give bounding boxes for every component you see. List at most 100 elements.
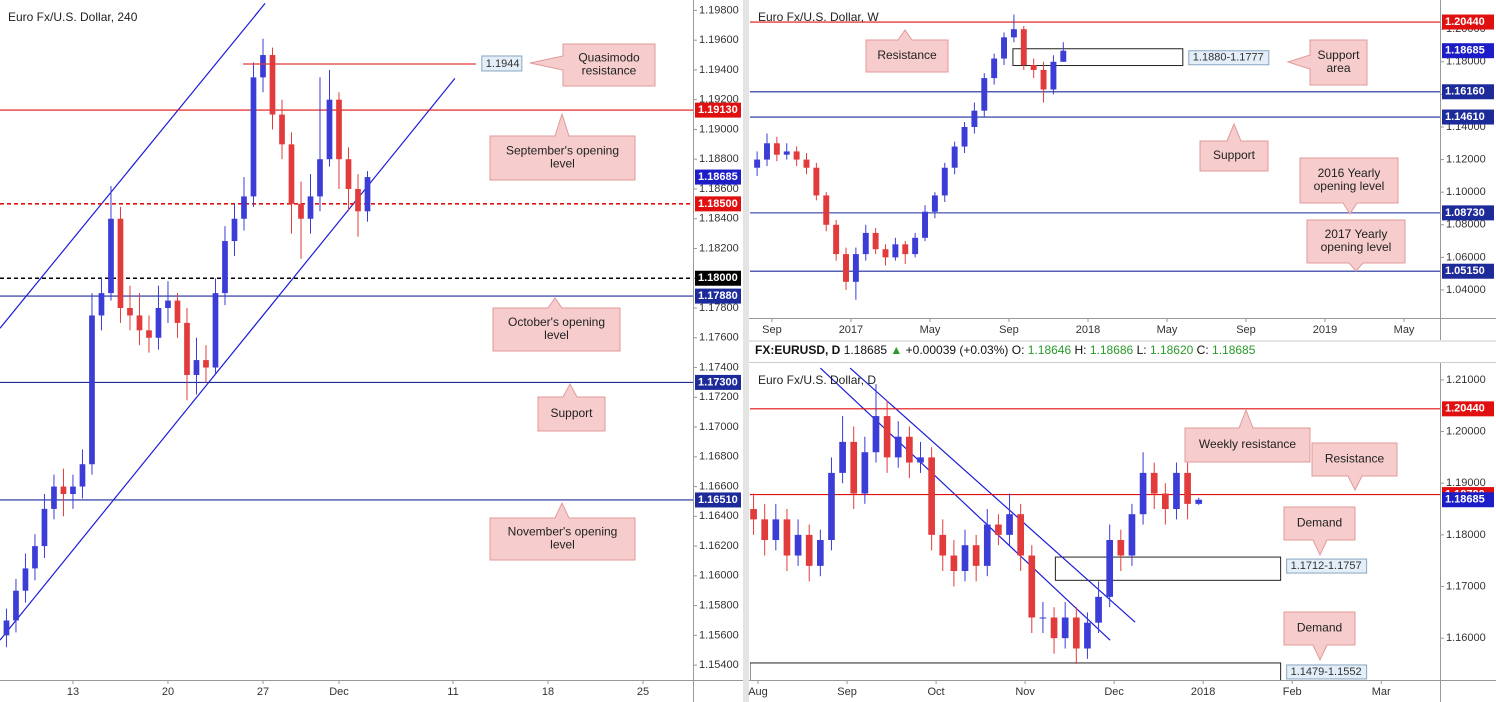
y-tick-label: 1.19000 (699, 123, 739, 135)
candle-body (894, 436, 902, 458)
candle-body (794, 534, 802, 556)
y-tick-label: 1.15800 (699, 600, 739, 612)
callout-text: level (544, 328, 569, 342)
price-label: 1.18685 (698, 171, 738, 183)
trendline (0, 78, 456, 641)
x-tick-label: Nov (1015, 686, 1035, 698)
x-tick-label: Sep (999, 324, 1019, 336)
candle-body (1001, 37, 1007, 59)
callout-text: Support (550, 406, 593, 420)
candle-body (174, 300, 181, 323)
candle-body (51, 486, 57, 509)
x-tick-label: Mar (1372, 686, 1391, 698)
y-tick-label: 1.16800 (699, 451, 739, 463)
candle-body (783, 519, 791, 556)
callout (1184, 408, 1311, 463)
candle-body (250, 77, 257, 197)
y-tick-label: 1.20000 (1446, 425, 1486, 437)
price-label-box (1442, 43, 1494, 59)
price-label-box (1442, 492, 1494, 508)
candle-body (307, 196, 314, 219)
candle-body (816, 540, 824, 566)
candle-body (98, 293, 105, 316)
candle-body (1010, 29, 1017, 38)
price-label: 1.18000 (698, 272, 738, 284)
y-tick-label: 1.17800 (699, 302, 739, 314)
candle-body (32, 546, 38, 569)
y-tick-label: 1.16400 (699, 510, 739, 522)
price-label-box (695, 288, 741, 304)
candle-body (288, 144, 295, 204)
y-tick-label: 1.14000 (1446, 121, 1486, 133)
candle-body (941, 167, 948, 196)
price-label: 1.16510 (698, 494, 738, 506)
x-tick-label: 2018 (1076, 324, 1100, 336)
price-label: 1.16160 (1445, 86, 1485, 98)
price-label-box (695, 169, 741, 185)
candle-body (764, 143, 770, 160)
chart-title: Euro Fx/U.S. Dollar, W (758, 10, 879, 24)
candle-body (971, 110, 978, 127)
x-tick-label: 18 (542, 686, 554, 698)
callout (489, 501, 636, 561)
zone (1054, 556, 1282, 581)
candle-body (70, 486, 76, 495)
change: +0.00039 (+0.03%) (906, 343, 1009, 357)
y-tick-label: 1.10000 (1446, 186, 1486, 198)
candle-body (850, 441, 858, 494)
candle-body (1050, 61, 1057, 90)
price-label: 1.14610 (1445, 111, 1485, 123)
chart-title: Euro Fx/U.S. Dollar, D (758, 373, 876, 387)
callout (537, 382, 606, 432)
y-tick-label: 1.12000 (1446, 153, 1486, 165)
y-tick-label: 1.17000 (1446, 580, 1486, 592)
callout-text: October's opening (508, 315, 605, 329)
y-tick-label: 1.18000 (1446, 56, 1486, 68)
candle-body (1020, 29, 1027, 66)
y-tick-label: 1.19200 (699, 94, 739, 106)
price-label: 1.08730 (1445, 207, 1485, 219)
ohlc-value: 1.18646 (1028, 343, 1072, 357)
price-label-box (695, 374, 741, 390)
price: 1.18685 (844, 343, 888, 357)
price-label-box (1442, 84, 1494, 100)
candle-body (843, 254, 849, 282)
price-label-box (1442, 263, 1494, 279)
candle-body (991, 58, 998, 79)
candle-body (260, 55, 266, 78)
candle-body (1006, 514, 1013, 535)
callout-text: area (1326, 61, 1350, 75)
plot-area (750, 14, 1440, 300)
y-tick-label: 1.16000 (1446, 632, 1486, 644)
candle-body (983, 524, 991, 566)
candle-body (1061, 617, 1069, 639)
x-tick-label: May (920, 324, 941, 336)
callout-text: level (550, 538, 575, 552)
callout-text: September's opening (506, 144, 619, 158)
y-tick-label: 1.18600 (699, 183, 739, 195)
candle-body (861, 452, 869, 494)
candle-body (117, 218, 124, 309)
candle-body (41, 508, 48, 547)
x-tick-label: 2019 (1313, 324, 1337, 336)
x-tick-label: 2018 (1191, 686, 1215, 698)
price-label-box (695, 196, 741, 212)
y-tick-label: 1.16000 (699, 570, 739, 582)
zone-label: 1.1880-1.1777 (1193, 52, 1264, 64)
divider (743, 0, 749, 702)
candle-body (13, 590, 19, 621)
candle-body (1106, 540, 1114, 597)
y-tick-label: 1.18400 (699, 213, 739, 225)
callout-text: Support (1317, 48, 1360, 62)
candle-body (1039, 617, 1047, 619)
candle-body (1030, 65, 1037, 70)
callout (492, 297, 621, 352)
candle-body (279, 114, 285, 145)
candle-body (951, 146, 958, 168)
candle-body (761, 519, 769, 541)
candle-body (1150, 472, 1158, 494)
candle-body (750, 509, 757, 520)
price-label: 1.17300 (698, 376, 738, 388)
symbol: FX:EURUSD, D (755, 343, 841, 357)
candle-body (336, 99, 342, 160)
